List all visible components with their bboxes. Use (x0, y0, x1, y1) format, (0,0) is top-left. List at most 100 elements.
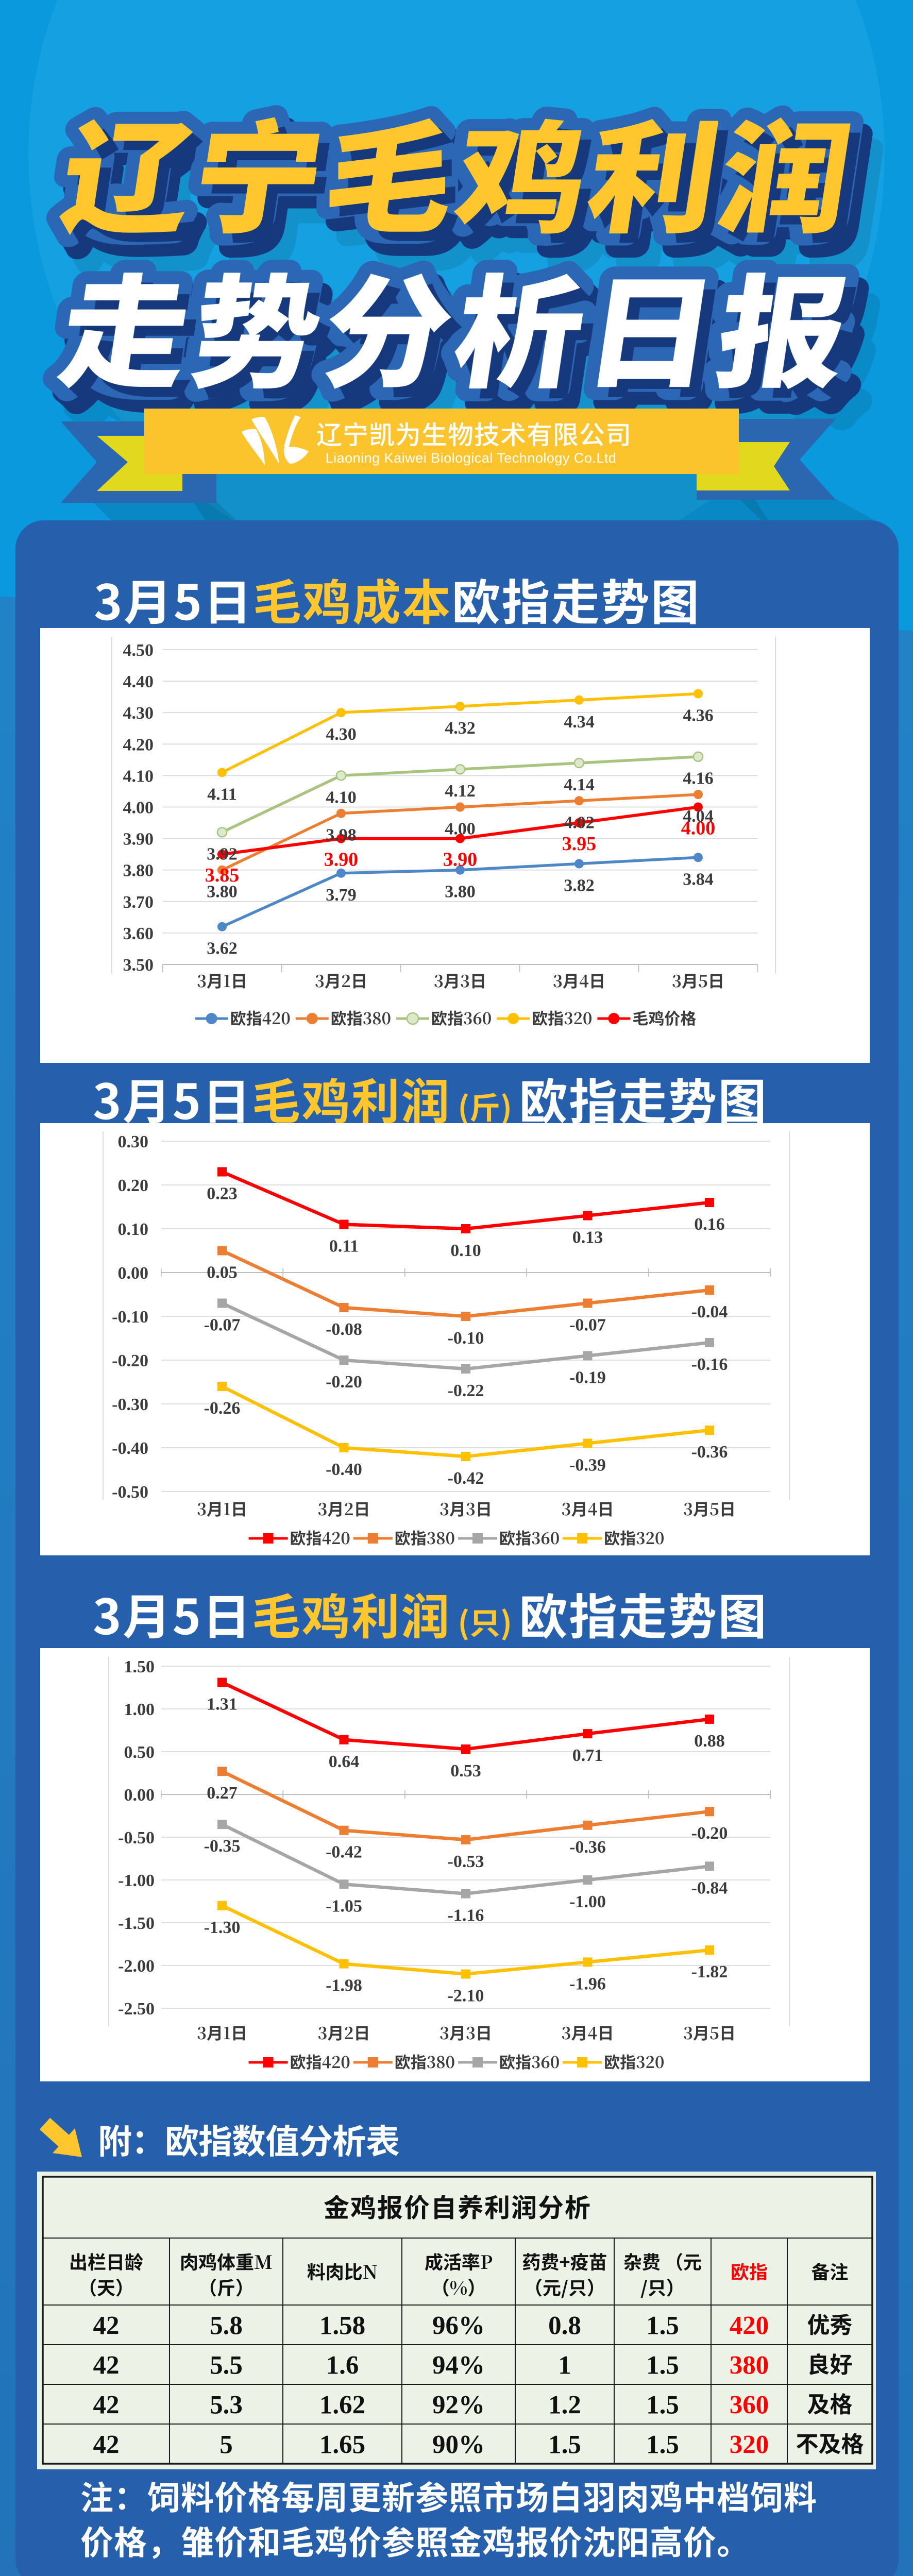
svg-text:4.20: 4.20 (123, 735, 154, 754)
svg-text:3.84: 3.84 (683, 870, 714, 889)
svg-text:-1.00: -1.00 (569, 1892, 606, 1911)
svg-text:0.64: 0.64 (329, 1752, 360, 1771)
svg-text:-0.42: -0.42 (448, 1469, 484, 1488)
svg-text:0.10: 0.10 (118, 1220, 149, 1239)
svg-text:-1.05: -1.05 (326, 1896, 362, 1916)
svg-text:3.60: 3.60 (123, 924, 154, 943)
svg-text:Liaoning Kaiwei Biological Tec: Liaoning Kaiwei Biological Technology Co… (326, 450, 617, 466)
svg-text:-0.53: -0.53 (448, 1852, 484, 1871)
svg-text:3.92: 3.92 (207, 844, 238, 863)
svg-text:-0.10: -0.10 (448, 1329, 484, 1348)
svg-text:4.50: 4.50 (123, 641, 154, 660)
svg-text:3.80: 3.80 (123, 861, 154, 880)
svg-text:4.11: 4.11 (207, 785, 237, 804)
svg-text:3.98: 3.98 (326, 826, 357, 845)
svg-text:4.00: 4.00 (445, 820, 476, 839)
svg-text:1.5: 1.5 (548, 2431, 581, 2460)
svg-text:-0.36: -0.36 (691, 1443, 728, 1462)
svg-text:3.80: 3.80 (207, 883, 238, 902)
svg-text:4.12: 4.12 (445, 782, 476, 801)
svg-text:3.50: 3.50 (123, 956, 154, 975)
svg-text:4.36: 4.36 (683, 706, 714, 725)
svg-text:3.62: 3.62 (207, 939, 238, 958)
svg-text:-0.22: -0.22 (448, 1381, 484, 1400)
svg-text:4.14: 4.14 (564, 775, 595, 794)
svg-text:4.04: 4.04 (683, 807, 714, 826)
svg-text:-0.35: -0.35 (204, 1837, 241, 1856)
svg-text:4.10: 4.10 (326, 788, 357, 807)
svg-text:-0.84: -0.84 (691, 1878, 728, 1897)
svg-text:42: 42 (93, 2351, 120, 2380)
svg-text:-1.00: -1.00 (118, 1871, 155, 1890)
svg-text:0.71: 0.71 (572, 1746, 603, 1765)
svg-text:3.90: 3.90 (324, 849, 359, 871)
svg-text:42: 42 (93, 2431, 120, 2460)
svg-text:3.79: 3.79 (326, 886, 357, 905)
svg-text:90%: 90% (432, 2431, 485, 2460)
svg-text:380: 380 (730, 2351, 769, 2380)
svg-text:4.32: 4.32 (445, 719, 476, 738)
svg-text:-0.10: -0.10 (112, 1308, 148, 1327)
svg-text:4.40: 4.40 (123, 672, 154, 691)
svg-text:0.50: 0.50 (124, 1743, 155, 1762)
svg-text:3.85: 3.85 (205, 865, 240, 886)
svg-text:0.00: 0.00 (124, 1786, 155, 1805)
svg-text:1.58: 1.58 (319, 2312, 365, 2341)
svg-text:360: 360 (730, 2391, 769, 2420)
svg-text:4.16: 4.16 (683, 769, 714, 788)
svg-text:5: 5 (219, 2431, 233, 2460)
svg-text:0.20: 0.20 (118, 1176, 149, 1195)
svg-text:0.00: 0.00 (118, 1264, 149, 1283)
svg-text:1.62: 1.62 (319, 2391, 365, 2420)
svg-text:-0.04: -0.04 (691, 1302, 728, 1321)
svg-text:4.02: 4.02 (564, 813, 595, 832)
svg-text:-0.36: -0.36 (569, 1838, 606, 1857)
svg-text:3.95: 3.95 (562, 833, 597, 855)
svg-text:0.05: 0.05 (207, 1263, 238, 1282)
svg-text:0.16: 0.16 (694, 1215, 725, 1234)
svg-text:0.8: 0.8 (548, 2312, 581, 2341)
svg-text:-0.40: -0.40 (112, 1439, 148, 1458)
svg-text:42: 42 (93, 2391, 120, 2420)
svg-text:-2.10: -2.10 (448, 1987, 484, 2006)
svg-text:-1.98: -1.98 (326, 1976, 362, 1995)
svg-text:0.23: 0.23 (207, 1184, 238, 1204)
svg-text:94%: 94% (432, 2351, 485, 2380)
svg-text:1.5: 1.5 (646, 2391, 679, 2420)
svg-text:1.5: 1.5 (646, 2312, 679, 2341)
svg-text:-0.26: -0.26 (204, 1399, 241, 1418)
svg-text:-0.07: -0.07 (569, 1316, 606, 1335)
svg-text:420: 420 (730, 2312, 769, 2341)
svg-text:4.34: 4.34 (564, 713, 595, 732)
svg-text:-0.50: -0.50 (112, 1483, 148, 1502)
svg-text:3.70: 3.70 (123, 893, 154, 912)
svg-text:320: 320 (730, 2431, 769, 2460)
svg-text:-1.96: -1.96 (569, 1974, 606, 1993)
svg-text:3.90: 3.90 (443, 849, 478, 871)
svg-text:-0.19: -0.19 (569, 1368, 606, 1387)
svg-text:1.00: 1.00 (124, 1700, 155, 1719)
svg-text:0.53: 0.53 (450, 1761, 481, 1781)
svg-text:3.90: 3.90 (123, 830, 154, 849)
svg-text:0.10: 0.10 (450, 1241, 481, 1260)
svg-text:-1.30: -1.30 (204, 1918, 241, 1937)
svg-text:0.27: 0.27 (207, 1784, 238, 1803)
svg-text:-0.16: -0.16 (691, 1355, 728, 1374)
svg-text:1.65: 1.65 (319, 2431, 365, 2460)
svg-text:3.82: 3.82 (564, 876, 595, 895)
svg-text:4.30: 4.30 (326, 725, 357, 744)
svg-text:96%: 96% (432, 2312, 485, 2341)
svg-text:42: 42 (93, 2312, 120, 2341)
svg-text:-0.30: -0.30 (112, 1395, 148, 1414)
svg-text:1.2: 1.2 (548, 2391, 581, 2420)
svg-text:-2.00: -2.00 (118, 1957, 155, 1976)
svg-text:92%: 92% (432, 2391, 485, 2420)
svg-text:-1.50: -1.50 (118, 1914, 155, 1933)
svg-text:-1.82: -1.82 (691, 1962, 728, 1981)
svg-text:0.13: 0.13 (572, 1228, 603, 1247)
svg-text:0.30: 0.30 (118, 1132, 149, 1151)
svg-text:1.5: 1.5 (646, 2351, 679, 2380)
svg-text:1.6: 1.6 (326, 2351, 359, 2380)
svg-text:4.10: 4.10 (123, 767, 154, 786)
svg-text:5.5: 5.5 (210, 2351, 243, 2380)
